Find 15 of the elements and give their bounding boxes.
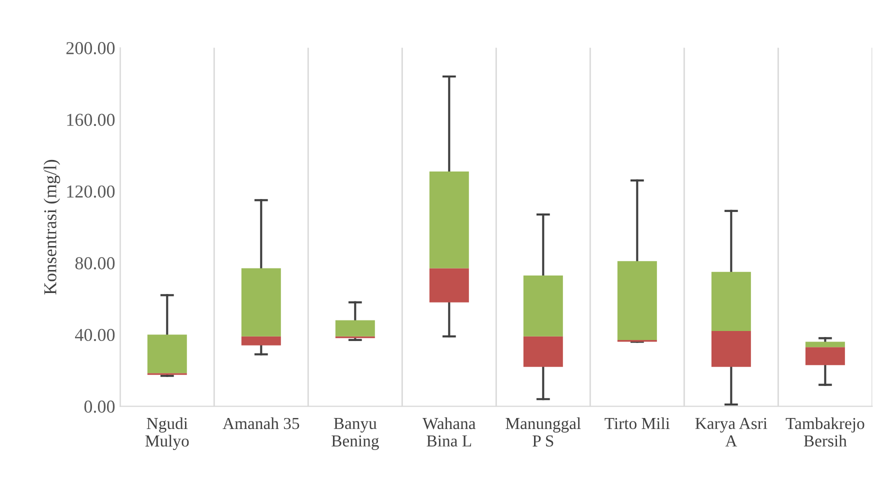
x-tick-label: Manunggal P S: [506, 417, 581, 447]
x-tick-label: Tambakrejo Bersih: [786, 417, 864, 447]
y-tick-label: 80.00: [75, 257, 115, 270]
x-tick-label: Karya Asri A: [695, 418, 768, 446]
y-tick-label: 160.00: [67, 114, 115, 126]
y-tick-label: 40.00: [75, 328, 115, 342]
x-tick-label: Wahana Bina L: [422, 417, 476, 447]
y-tick-label: 0.00: [84, 400, 115, 413]
y-tick-label: 200.00: [66, 42, 115, 54]
x-tick-label: Amanah 35: [222, 417, 300, 430]
x-tick-label: Ngudi Mulyo: [145, 417, 189, 450]
y-axis-title: Konsentrasi (mg/l): [44, 160, 60, 294]
y-tick-label: 120.00: [67, 185, 115, 198]
x-tick-label: Banyu Bening: [332, 418, 379, 450]
x-tick-label: Tirto Mili: [604, 417, 670, 430]
